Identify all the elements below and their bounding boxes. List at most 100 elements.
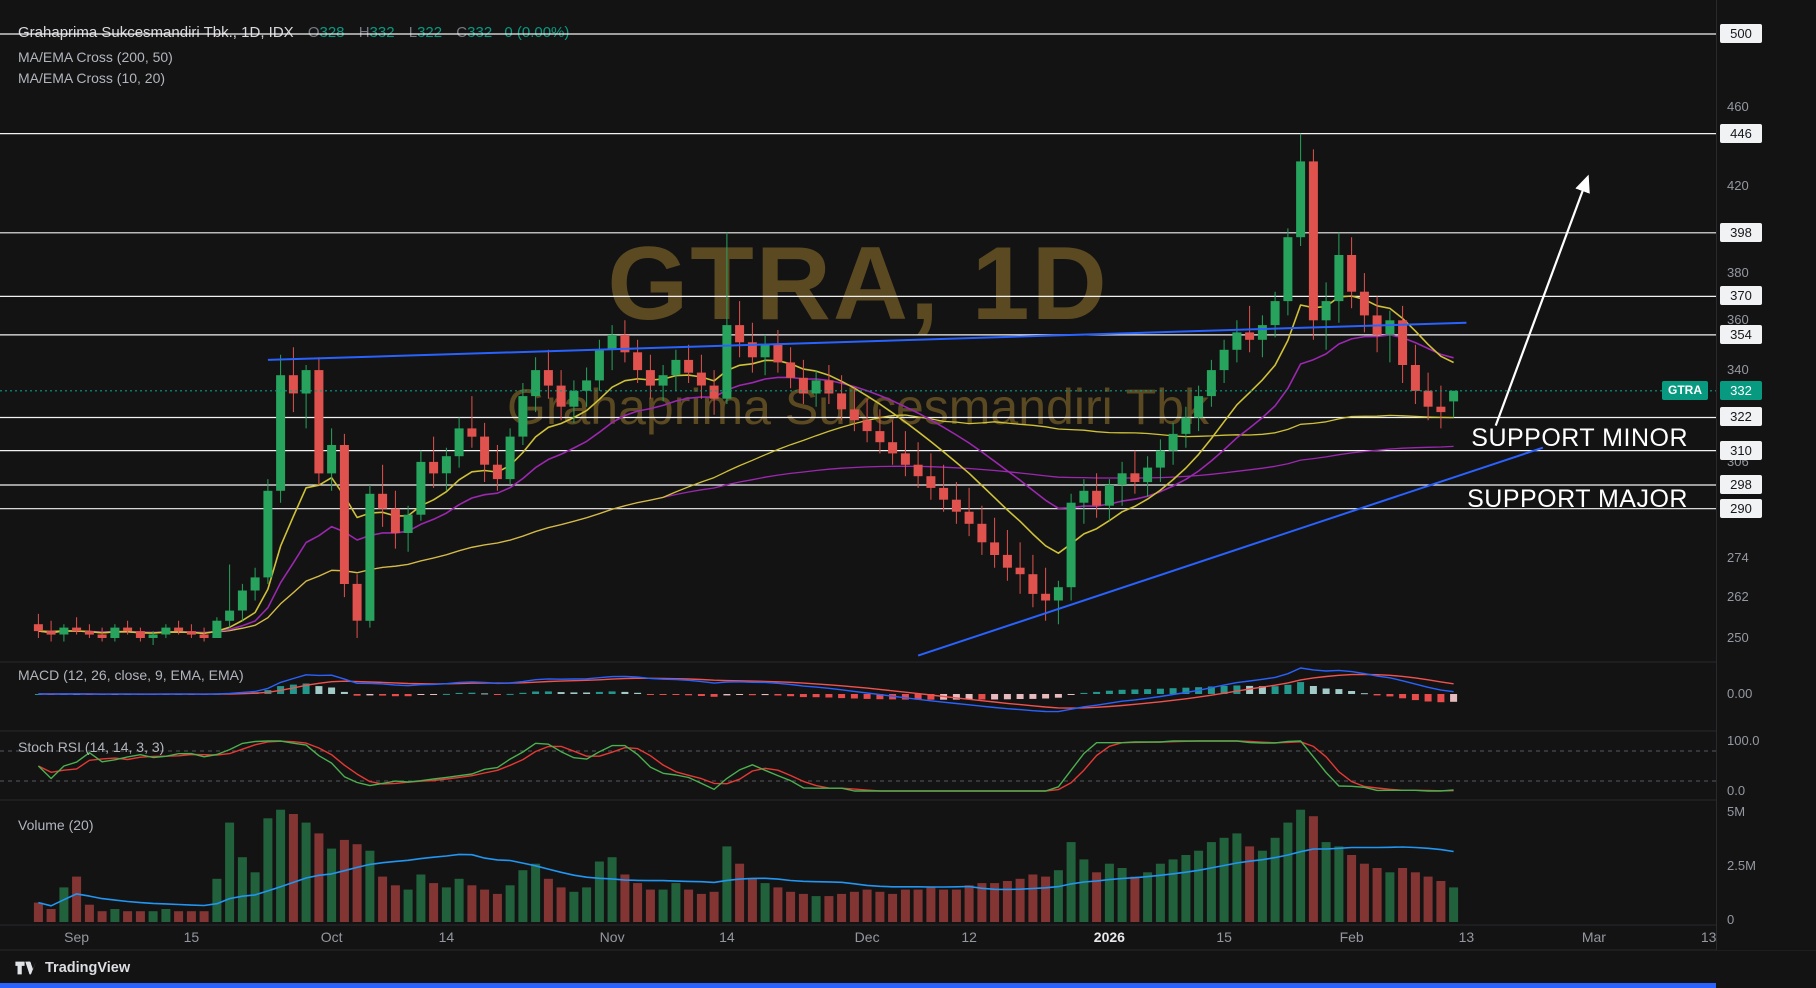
price-tick-label: 420 xyxy=(1727,177,1749,193)
candle-body xyxy=(1347,255,1357,292)
macd-histogram-bar xyxy=(1182,687,1190,694)
volume-bar xyxy=(505,885,515,922)
candle-body xyxy=(1206,370,1216,397)
candle-body xyxy=(939,487,949,500)
low-label: L xyxy=(408,24,418,41)
symbol-title[interactable]: Grahaprima Sukcesmandiri Tbk., 1D, IDX xyxy=(18,24,294,41)
stoch-rsi-pane-label[interactable]: Stoch RSI (14, 14, 3, 3) xyxy=(18,739,165,755)
price-line-label: 310 xyxy=(1720,440,1762,460)
macd-histogram-bar xyxy=(710,694,718,697)
time-label: 15 xyxy=(1216,929,1232,945)
volume-bar xyxy=(1053,870,1063,922)
volume-bar xyxy=(1015,878,1025,922)
macd-histogram-bar xyxy=(1054,694,1062,698)
macd-histogram-bar xyxy=(812,694,820,698)
volume-bar xyxy=(1002,881,1012,922)
volume-bar xyxy=(250,872,260,922)
candle-body xyxy=(288,375,298,394)
volume-bar xyxy=(1181,855,1191,922)
volume-bar xyxy=(939,889,949,922)
candle-body xyxy=(1015,567,1025,575)
support-minor-text-drawing[interactable]: SUPPORT MINOR xyxy=(1471,424,1688,453)
volume-bar xyxy=(569,891,579,922)
macd-histogram-bar xyxy=(289,684,297,694)
macd-histogram-bar xyxy=(774,694,782,696)
volume-bar xyxy=(454,878,464,922)
macd-histogram-bar xyxy=(646,694,654,695)
volume-bar xyxy=(658,889,668,922)
price-axis[interactable]: 460 420 380 360 340 306 274 262 250 500 446 398 370 3… xyxy=(1716,0,1816,950)
candle-body xyxy=(492,464,502,480)
volume-bar xyxy=(977,883,987,922)
candle-body xyxy=(225,610,235,621)
candle-body xyxy=(1283,237,1293,302)
volume-bar xyxy=(429,883,439,922)
volume-bar xyxy=(1104,863,1114,922)
macd-histogram-bar xyxy=(379,694,387,696)
macd-histogram-bar xyxy=(965,694,973,700)
volume-bar xyxy=(467,885,477,922)
candle-wicks-down xyxy=(37,149,1442,642)
macd-pane-label[interactable]: MACD (12, 26, close, 9, EMA, EMA) xyxy=(18,667,244,683)
volume-bar xyxy=(1092,872,1102,922)
macd-histogram-bar xyxy=(328,687,336,694)
indicator-legend-ma-ema-10-20[interactable]: MA/EMA Cross (10, 20) xyxy=(18,70,166,86)
candle-body xyxy=(454,428,464,457)
candle-body xyxy=(1194,396,1204,418)
macd-histogram-bar xyxy=(697,694,705,696)
volume-bar xyxy=(1410,872,1420,922)
candle-body xyxy=(339,445,349,584)
volume-bar xyxy=(824,896,834,922)
candle-body xyxy=(1092,490,1102,506)
candle-body xyxy=(1079,490,1089,503)
volume-bar xyxy=(1270,837,1280,922)
macd-histogram-bar xyxy=(1411,694,1419,701)
time-axis[interactable]: Sep 15 Oct 14 Nov 14 Dec 12 2026 15 Feb 13 Mar 13 xyxy=(0,925,1716,950)
volume-bar xyxy=(811,896,821,922)
stoch-d-line xyxy=(38,740,1454,792)
volume-bar xyxy=(288,814,298,922)
candle-body xyxy=(123,627,133,632)
close-value: 332 xyxy=(467,24,493,41)
price-line-label: 500 xyxy=(1720,24,1762,43)
candle-body xyxy=(849,409,859,421)
volume-bar xyxy=(1066,842,1076,922)
ema-10-line xyxy=(38,295,1454,635)
volume-bar xyxy=(1321,842,1331,922)
macd-histogram-bar xyxy=(952,694,960,700)
volume-bar xyxy=(84,904,94,922)
volume-bar xyxy=(518,870,528,922)
candle-body xyxy=(1130,473,1140,482)
volume-bar xyxy=(900,889,910,922)
candle-body xyxy=(276,375,286,491)
macd-histogram-bar xyxy=(1246,685,1254,694)
candle-body xyxy=(1002,554,1012,568)
candles-group xyxy=(33,133,1459,645)
candle-body xyxy=(990,542,1000,555)
tradingview-wordmark: TradingView xyxy=(45,960,131,976)
ma-200-line xyxy=(38,445,1454,634)
candle-body xyxy=(186,631,196,635)
volume-pane-label[interactable]: Volume (20) xyxy=(18,817,94,833)
candle-body xyxy=(403,514,413,533)
symbol-header: Grahaprima Sukcesmandiri Tbk., 1D, IDX O… xyxy=(18,24,569,41)
indicator-legend-ma-ema-200-50[interactable]: MA/EMA Cross (200, 50) xyxy=(18,49,173,65)
volume-bar xyxy=(594,861,604,922)
tradingview-attribution[interactable]: TradingView xyxy=(14,954,130,982)
macd-histogram-bar xyxy=(761,694,769,696)
volume-bar xyxy=(441,887,451,922)
macd-histogram-bar xyxy=(1297,682,1305,694)
macd-histogram-bar xyxy=(1399,694,1407,699)
stoch-k-line xyxy=(37,740,1454,792)
candle-body xyxy=(824,380,834,394)
open-label: O xyxy=(307,24,320,41)
time-label: 13 xyxy=(1700,929,1717,945)
time-label: Feb xyxy=(1339,929,1364,945)
support-major-text-drawing[interactable]: SUPPORT MAJOR xyxy=(1467,484,1688,513)
candle-body xyxy=(199,634,209,638)
volume-bar xyxy=(607,857,617,922)
macd-histogram-bar xyxy=(506,693,514,695)
low-value: 322 xyxy=(417,24,443,41)
volume-bar xyxy=(1436,881,1446,922)
